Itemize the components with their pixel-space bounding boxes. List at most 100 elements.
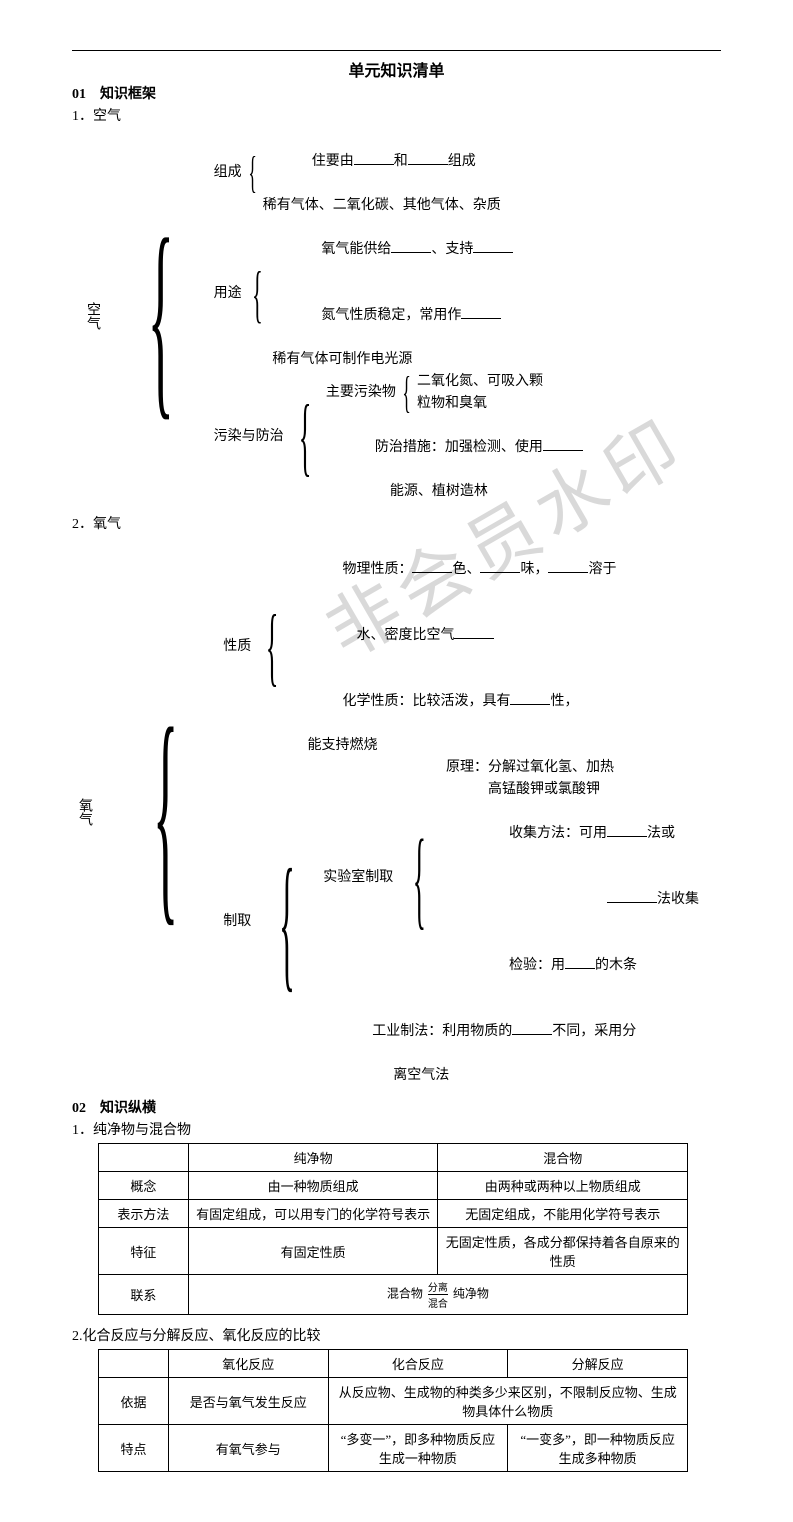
- oxy-prop-line3: 化学性质：比较活泼，具有 性，: [293, 669, 616, 735]
- text: 物理性质：: [342, 562, 412, 577]
- table-cell: “一变多”，即一种物质反应生成多种物质: [508, 1425, 688, 1472]
- text: 氧气能供给: [321, 242, 391, 257]
- text: 住要由: [312, 154, 354, 169]
- text: 防治措施：加强检测、使用: [375, 440, 543, 455]
- text: 法收集: [657, 892, 699, 907]
- oxy-prop-line2: 水、密度比空气: [293, 603, 616, 669]
- table-cell: 由两种或两种以上物质组成: [438, 1172, 688, 1200]
- text: 味，: [520, 562, 548, 577]
- brace-icon: {: [266, 607, 279, 686]
- table2-caption-text: 化合反应与分解反应、氧化反应的比较: [83, 1329, 321, 1344]
- table2-caption-num: 2.: [72, 1329, 83, 1344]
- section-01-num: 01: [72, 87, 86, 102]
- table-cell: “多变一”，即多种物质反应生成一种物质: [328, 1425, 508, 1472]
- table-row: 联系 混合物 分离 混合 纯净物: [99, 1275, 688, 1315]
- table-row: 纯净物 混合物: [99, 1144, 688, 1172]
- table-row: 概念 由一种物质组成 由两种或两种以上物质组成: [99, 1172, 688, 1200]
- air-use-line3: 稀有气体可制作电光源: [272, 349, 513, 371]
- air-use-line2: 氮气性质稳定，常用作: [272, 283, 513, 349]
- top-rule: [72, 50, 721, 51]
- section-01-title: 知识框架: [100, 87, 156, 102]
- air-comp-line1: 住要由 和 组成: [263, 129, 501, 195]
- blank: [461, 305, 501, 319]
- table-row: 氧化反应 化合反应 分解反应: [99, 1350, 688, 1378]
- oxy-lab-line2: 高锰酸钾或氯酸钾: [446, 779, 699, 801]
- oxygen-properties-label: 性质: [223, 636, 251, 658]
- subsection-oxygen-title: 氧气: [93, 517, 121, 532]
- section-02-title: 知识纵横: [100, 1101, 156, 1116]
- table-cell: 从反应物、生成物的种类多少来区别，不限制反应物、生成物具体什么物质: [328, 1378, 687, 1425]
- brace-icon: {: [153, 704, 178, 920]
- oxy-lab-line4: 法收集: [446, 867, 699, 933]
- table-cell: 有固定性质: [188, 1228, 438, 1275]
- text: 色、: [452, 562, 480, 577]
- table-row: 表示方法 有固定组成，可以用专门的化学符号表示 无固定组成，不能用化学符号表示: [99, 1200, 688, 1228]
- blank: [565, 955, 595, 969]
- oxy-lab-line5: 检验：用的木条: [446, 933, 699, 999]
- table-cell: 分解反应: [508, 1350, 688, 1378]
- air-use-line1: 氧气能供给、支持: [272, 217, 513, 283]
- link-right: 纯净物: [453, 1286, 489, 1300]
- table1-caption: 1．纯净物与混合物: [72, 1119, 721, 1139]
- text: 和: [394, 154, 408, 169]
- text: 性，: [550, 694, 578, 709]
- text: 不同，采用分: [552, 1024, 636, 1039]
- brace-icon: {: [252, 265, 263, 323]
- air-comp-line2: 稀有气体、二氧化碳、其他气体、杂质: [263, 195, 501, 217]
- table-cell: 特征: [99, 1228, 189, 1275]
- link-left: 混合物: [387, 1286, 423, 1300]
- air-pollutant-line1: 二氧化氮、可吸入颗: [417, 371, 543, 393]
- table-cell: [99, 1144, 189, 1172]
- table-cell: [99, 1350, 169, 1378]
- blank: [408, 151, 448, 165]
- table-cell: 纯净物: [188, 1144, 438, 1172]
- link-top: 分离: [428, 1279, 448, 1294]
- link-bottom: 混合: [428, 1295, 448, 1310]
- oxy-ind-line2: 离空气法: [323, 1065, 699, 1087]
- table-cell: 氧化反应: [168, 1350, 328, 1378]
- section-02-num: 02: [72, 1101, 86, 1116]
- table-cell: 表示方法: [99, 1200, 189, 1228]
- air-composition-label: 组成: [214, 162, 242, 184]
- text: 水、密度比空气: [356, 628, 454, 643]
- text: 组成: [448, 154, 476, 169]
- subsection-air-heading: 1．空气: [72, 105, 721, 125]
- text: 收集方法：可用: [509, 826, 607, 841]
- table-cell-link: 混合物 分离 混合 纯净物: [188, 1275, 687, 1315]
- tree-oxygen-root: 氧气: [76, 798, 92, 826]
- subsection-oxygen-num: 2．: [72, 517, 93, 532]
- blank: [454, 625, 494, 639]
- text: 化学性质：比较活泼，具有: [342, 694, 510, 709]
- table-cell: 联系: [99, 1275, 189, 1315]
- table-cell: 由一种物质组成: [188, 1172, 438, 1200]
- table-cell: 有固定组成，可以用专门的化学符号表示: [188, 1200, 438, 1228]
- oxygen-prep-label: 制取: [223, 911, 251, 933]
- table-cell: 特点: [99, 1425, 169, 1472]
- blank: [607, 823, 647, 837]
- blank: [543, 437, 583, 451]
- section-02-heading: 02 知识纵横: [72, 1097, 721, 1117]
- subsection-air-title: 空气: [93, 109, 121, 124]
- table-reactions: 氧化反应 化合反应 分解反应 依据 是否与氧气发生反应 从反应物、生成物的种类多…: [98, 1349, 688, 1472]
- blank: [510, 691, 550, 705]
- blank: [391, 239, 431, 253]
- section-01-heading: 01 知识框架: [72, 83, 721, 103]
- tree-air: 空气 { 组成 { 住要由和组成 稀有气体、二氧化碳、其他气体、杂质: [76, 129, 721, 503]
- table-cell: 有氧气参与: [168, 1425, 328, 1472]
- tree-air-root: 空气: [84, 302, 100, 330]
- tree-oxygen: 氧气 { 性质 { 物理性质：色、味，溶于 水、密度比空气 化: [76, 537, 721, 1087]
- oxy-ind-line1: 工业制法：利用物质的不同，采用分: [323, 999, 699, 1065]
- table-row: 依据 是否与氧气发生反应 从反应物、生成物的种类多少来区别，不限制反应物、生成物…: [99, 1378, 688, 1425]
- blank: [548, 559, 588, 573]
- brace-icon: {: [402, 373, 410, 413]
- oxy-prop-line1: 物理性质：色、味，溶于: [293, 537, 616, 603]
- blank: [607, 889, 657, 903]
- oxy-prop-line4: 能支持燃烧: [293, 735, 616, 757]
- table-cell: 依据: [99, 1378, 169, 1425]
- table1-caption-text: 纯净物与混合物: [93, 1123, 191, 1138]
- blank: [354, 151, 394, 165]
- table2-caption: 2.化合反应与分解反应、氧化反应的比较: [72, 1325, 721, 1345]
- table-cell: 化合反应: [328, 1350, 508, 1378]
- brace-icon: {: [413, 829, 426, 928]
- table-cell: 混合物: [438, 1144, 688, 1172]
